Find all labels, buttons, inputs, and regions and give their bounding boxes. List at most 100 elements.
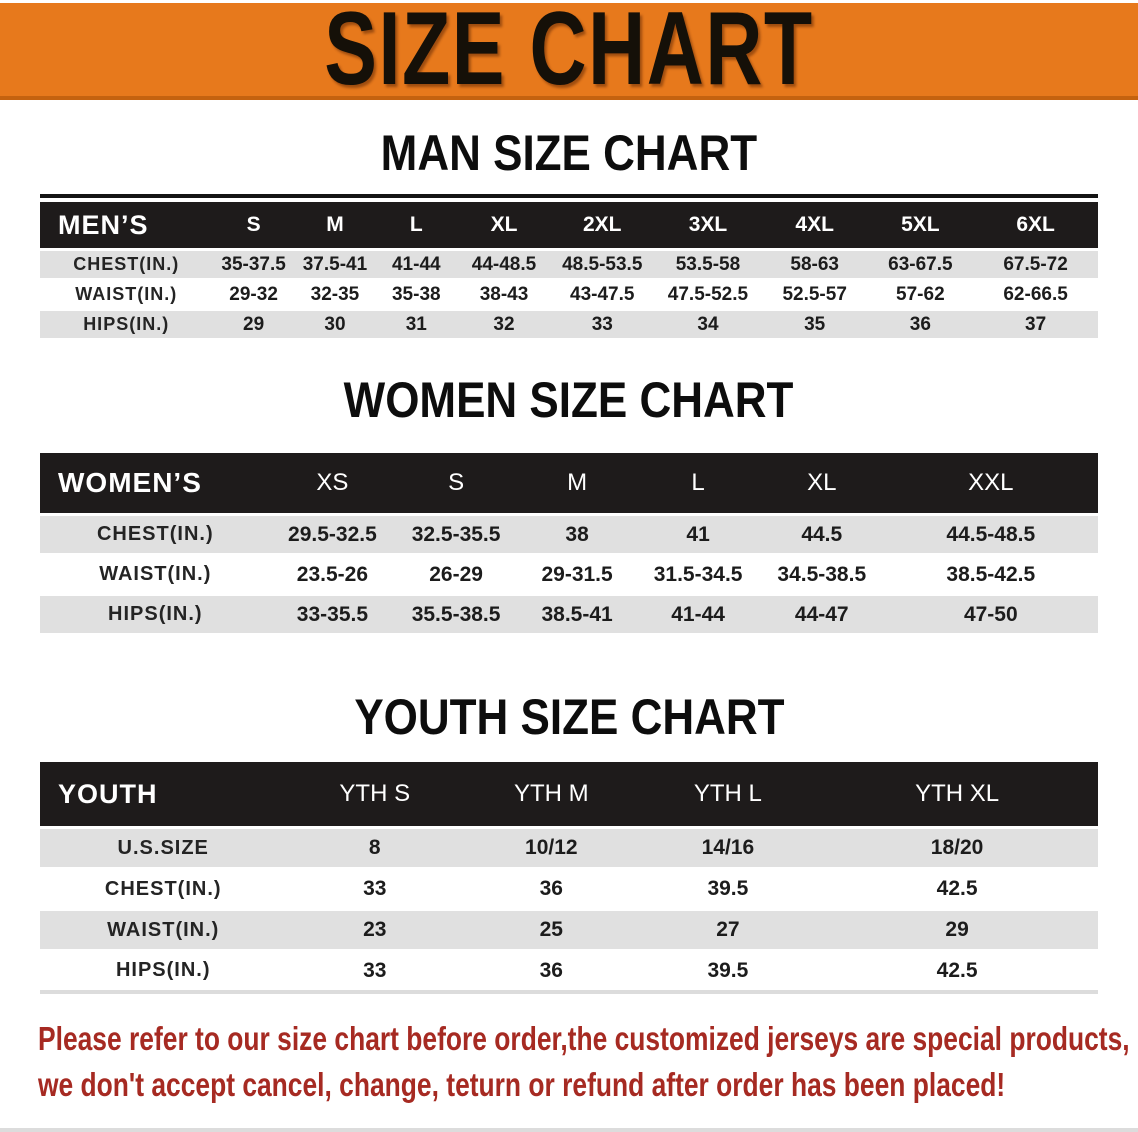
size-column-header: 3XL <box>654 202 762 250</box>
size-value-cell: 43-47.5 <box>570 283 635 305</box>
youth-table-block: YOUTH YTH S YTH M YTH L YTH XL U.S.SIZE 8 10/12… <box>40 762 1098 994</box>
size-value-cell: 32.5-35.5 <box>411 522 501 546</box>
size-column-header: YTH L <box>639 762 817 828</box>
table-row: CHEST(IN.) 29.5-32.5 32.5-35.5 38 41 44.5 44.5… <box>40 514 1098 555</box>
size-column-header: XXL <box>883 453 1098 515</box>
size-value-cell: 26-29 <box>429 562 483 586</box>
table-row: U.S.SIZE 8 10/12 14/16 18/20 <box>40 827 1098 869</box>
row-label: WAIST(IN.) <box>75 284 178 304</box>
size-value-cell: 39.5 <box>707 877 749 900</box>
size-value-cell: 31.5-34.5 <box>653 562 743 586</box>
table-row: HIPS(IN.) 29 30 31 32 33 34 35 36 37 <box>40 309 1098 340</box>
table-group-label: MEN’S <box>40 202 213 250</box>
table-row: CHEST(IN.) 35-37.5 37.5-41 41-44 44-48.5 48.5… <box>40 249 1098 280</box>
table-header-row: MEN’S S M L XL 2XL 3XL 4XL 5XL 6XL <box>40 202 1098 250</box>
table-row: WAIST(IN.) 23 25 27 29 <box>40 909 1098 951</box>
size-value-cell: 36 <box>909 313 931 335</box>
youth-section-heading: YOUTH SIZE CHART <box>0 690 1138 744</box>
size-value-cell: 35-38 <box>391 283 441 305</box>
size-value-cell: 36 <box>539 958 563 982</box>
table-group-label: YOUTH <box>40 762 287 828</box>
size-value-cell: 35.5-38.5 <box>411 602 501 626</box>
size-value-cell: 47-50 <box>963 602 1018 626</box>
size-column-header: L <box>375 202 458 250</box>
size-column-header: S <box>394 453 518 515</box>
row-label: CHEST(IN.) <box>73 254 180 274</box>
size-value-cell: 38 <box>565 522 589 546</box>
size-value-cell: 18/20 <box>930 836 984 859</box>
size-value-cell: 39.5 <box>707 958 749 982</box>
size-value-cell: 33 <box>363 958 387 982</box>
size-value-cell: 30 <box>324 313 346 335</box>
size-value-cell: 41-44 <box>391 253 441 275</box>
table-header-row: YOUTH YTH S YTH M YTH L YTH XL <box>40 762 1098 828</box>
size-value-cell: 38.5-41 <box>541 602 613 626</box>
size-column-header: M <box>517 453 637 515</box>
size-value-cell: 35-37.5 <box>221 253 286 275</box>
size-value-cell: 32-35 <box>310 283 360 305</box>
row-label: U.S.SIZE <box>117 836 209 859</box>
size-column-header: 2XL <box>550 202 655 250</box>
size-value-cell: 48.5-53.5 <box>562 253 643 275</box>
size-value-cell: 29 <box>243 313 265 335</box>
size-value-cell: 52.5-57 <box>782 283 847 305</box>
size-value-cell: 62-66.5 <box>1003 283 1068 305</box>
table-group-label: WOMEN’S <box>40 453 271 515</box>
size-value-cell: 44.5-48.5 <box>946 522 1036 546</box>
size-column-header: XL <box>457 202 551 250</box>
size-value-cell: 14/16 <box>701 836 755 859</box>
size-value-cell: 34.5-38.5 <box>777 562 867 586</box>
men-section-heading: MAN SIZE CHART <box>0 126 1138 180</box>
size-value-cell: 32 <box>493 313 515 335</box>
women-section-heading-text: WOMEN SIZE CHART <box>344 372 794 428</box>
size-value-cell: 47.5-52.5 <box>667 283 749 305</box>
size-value-cell: 23.5-26 <box>296 562 369 586</box>
size-value-cell: 33 <box>363 877 387 900</box>
size-value-cell: 44.5 <box>801 522 843 546</box>
size-value-cell: 42.5 <box>936 877 978 900</box>
men-table-topline <box>40 194 1098 198</box>
row-label: WAIST(IN.) <box>99 563 212 585</box>
size-value-cell: 33-35.5 <box>296 602 369 626</box>
size-column-header: 6XL <box>973 202 1098 250</box>
size-column-header: YTH M <box>463 762 640 828</box>
size-value-cell: 38.5-42.5 <box>946 562 1036 586</box>
row-label: CHEST(IN.) <box>96 523 214 545</box>
size-value-cell: 57-62 <box>896 283 945 305</box>
size-column-header: XL <box>759 453 884 515</box>
size-value-cell: 34 <box>697 313 719 335</box>
women-table-block: WOMEN’S XS S M L XL XXL CHEST(IN.) 29.5-32.5 32.5… <box>40 453 1098 636</box>
row-label: WAIST(IN.) <box>107 918 220 941</box>
size-value-cell: 67.5-72 <box>1003 253 1068 275</box>
size-value-cell: 44-47 <box>794 602 849 626</box>
row-label: HIPS(IN.) <box>83 314 170 334</box>
size-value-cell: 29.5-32.5 <box>288 522 377 546</box>
size-column-header: YTH S <box>286 762 464 828</box>
size-value-cell: 53.5-58 <box>675 253 741 275</box>
size-value-cell: 23 <box>363 918 387 941</box>
youth-size-table: YOUTH YTH S YTH M YTH L YTH XL U.S.SIZE 8 10/12… <box>40 762 1098 994</box>
size-column-header: 5XL <box>867 202 974 250</box>
size-value-cell: 33 <box>591 313 613 335</box>
size-value-cell: 35 <box>804 313 826 335</box>
size-value-cell: 27 <box>716 918 740 941</box>
table-header-row: WOMEN’S XS S M L XL XXL <box>40 453 1098 515</box>
size-value-cell: 42.5 <box>936 958 978 982</box>
size-value-cell: 8 <box>368 836 381 859</box>
row-label: HIPS(IN.) <box>108 603 203 625</box>
bottom-edge-strip <box>0 1128 1138 1132</box>
size-value-cell: 37.5-41 <box>302 253 368 275</box>
size-value-cell: 41-44 <box>671 602 725 626</box>
table-row: WAIST(IN.) 29-32 32-35 35-38 38-43 43-47.5 47.… <box>40 279 1098 310</box>
size-value-cell: 37 <box>1025 313 1047 335</box>
disclaimer: Please refer to our size chart before or… <box>38 1016 1138 1108</box>
size-value-cell: 29-32 <box>229 283 278 305</box>
disclaimer-line-2: we don't accept cancel, change, teturn o… <box>38 1065 1006 1103</box>
table-row: HIPS(IN.) 33-35.5 35.5-38.5 38.5-41 41-44 44-… <box>40 594 1098 635</box>
youth-section-heading-text: YOUTH SIZE CHART <box>353 689 785 745</box>
disclaimer-line-1: Please refer to our size chart before or… <box>38 1019 1130 1057</box>
size-value-cell: 58-63 <box>790 253 839 275</box>
size-value-cell: 25 <box>539 918 563 941</box>
women-size-table: WOMEN’S XS S M L XL XXL CHEST(IN.) 29.5-32.5 32.5… <box>40 453 1098 636</box>
